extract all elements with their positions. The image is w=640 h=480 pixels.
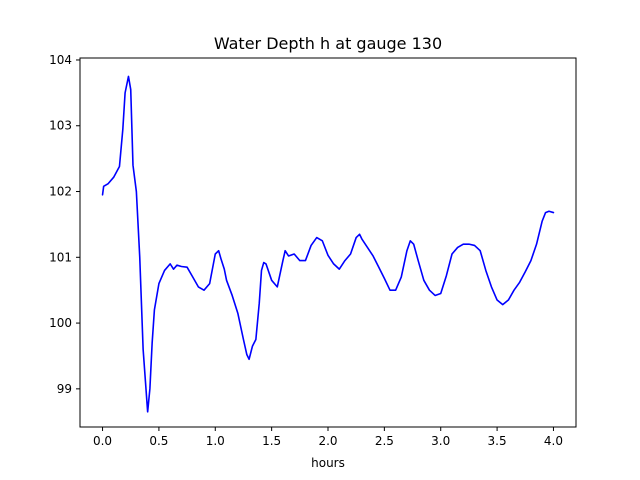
x-tick-label: 1.0 (206, 434, 225, 448)
y-tick-label: 101 (49, 250, 72, 264)
series-line-0 (101, 75, 555, 413)
x-tick-label: 2.5 (375, 434, 394, 448)
y-tick-label: 103 (49, 119, 72, 133)
x-tick-label: 4.0 (544, 434, 563, 448)
x-tick-label: 2.0 (318, 434, 337, 448)
x-tick-label: 0.0 (93, 434, 112, 448)
x-tick-label: 0.5 (149, 434, 168, 448)
x-axis-ticks: 0.0 0.5 1.0 1.5 2.0 2.5 3.0 3.5 4.0 (93, 427, 563, 448)
x-tick-label: 3.5 (488, 434, 507, 448)
y-tick-label: 102 (49, 185, 72, 199)
x-tick-label: 1.5 (262, 434, 281, 448)
y-tick-label: 99 (57, 382, 72, 396)
x-axis-label: hours (311, 456, 345, 470)
y-tick-label: 104 (49, 53, 72, 67)
chart-title: Water Depth h at gauge 130 (214, 34, 442, 53)
y-axis-ticks: 99 100 101 102 103 104 (49, 53, 80, 396)
y-tick-label: 100 (49, 316, 72, 330)
x-tick-label: 3.0 (431, 434, 450, 448)
